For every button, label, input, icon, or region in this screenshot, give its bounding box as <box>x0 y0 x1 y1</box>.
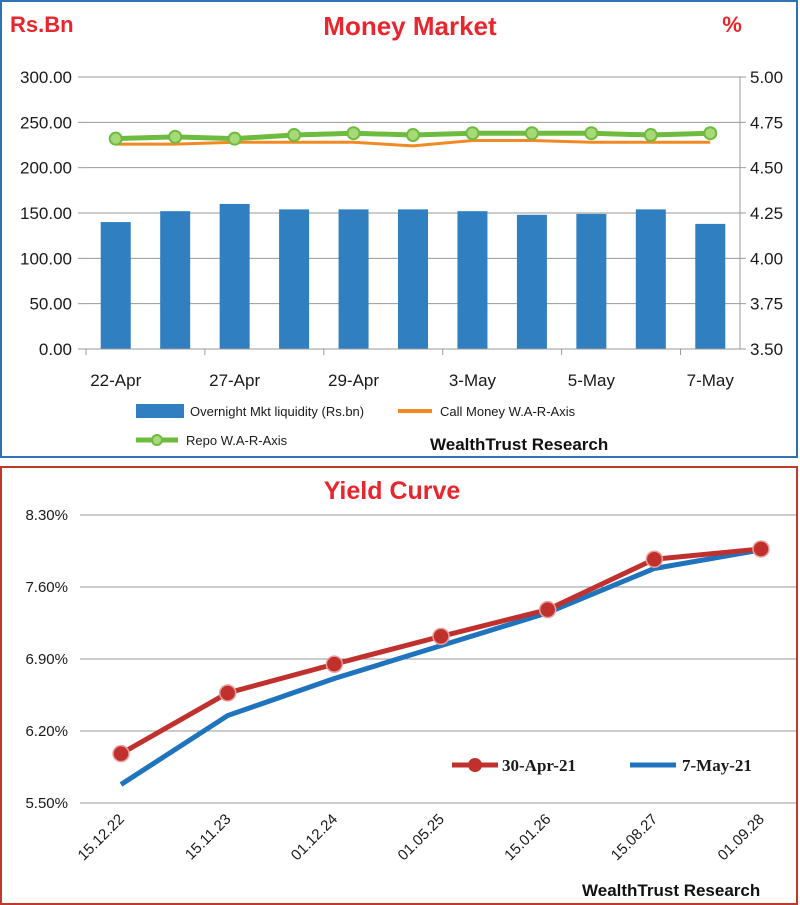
yield-curve-title: Yield Curve <box>324 477 461 505</box>
money-market-panel: Rs.Bn Money Market % 0.00 50.00 100.00 150.… <box>0 0 798 458</box>
x-tick-label: 29-Apr <box>328 371 379 390</box>
apr30-point <box>645 550 664 568</box>
may7-line <box>119 547 762 787</box>
x-tick-label: 5-May <box>568 371 616 390</box>
yield-series <box>112 540 770 787</box>
right-y-axis-ticks: 3.50 3.75 4.00 4.25 4.50 4.75 5.00 <box>750 68 783 359</box>
repo-series <box>108 126 718 146</box>
liquidity-bar <box>160 211 191 349</box>
yield-curve-legend: 30-Apr-21 7-May-21 <box>452 756 752 775</box>
apr30-point <box>538 600 557 619</box>
y-tick-label: 6.20% <box>25 723 68 740</box>
legend-marker-apr30 <box>468 758 482 772</box>
liquidity-bar <box>279 209 310 349</box>
y-right-tick-label: 4.00 <box>750 249 783 268</box>
yield-curve-credit: WealthTrust Research <box>582 881 760 900</box>
right-axis-unit: % <box>722 12 742 37</box>
y-right-tick-label: 3.75 <box>750 295 783 314</box>
liquidity-bar <box>576 213 607 349</box>
repo-point <box>227 131 242 146</box>
y-left-tick-label: 150.00 <box>20 204 72 223</box>
y-right-tick-label: 5.00 <box>750 68 783 87</box>
y-right-tick-label: 3.50 <box>750 340 783 359</box>
money-market-title: Money Market <box>323 11 497 41</box>
yield-curve-chart: Yield Curve 5.50% 6.20% 6.90% 7.60% 8.30% 15… <box>25 477 796 900</box>
y-tick-label: 6.90% <box>25 651 68 668</box>
y-left-tick-label: 0.00 <box>39 340 72 359</box>
liquidity-bar <box>338 209 369 349</box>
y-left-tick-label: 100.00 <box>20 249 72 268</box>
repo-point <box>524 126 539 141</box>
legend-label-may7: 7-May-21 <box>682 756 752 775</box>
money-market-legend: Overnight Mkt liquidity (Rs.bn) Call Mon… <box>136 404 608 454</box>
apr30-point <box>112 744 130 763</box>
legend-label-apr30: 30-Apr-21 <box>502 756 576 775</box>
money-market-credit: WealthTrust Research <box>430 435 608 454</box>
call-money-series <box>115 138 711 148</box>
x-tick-label: 15.11.23 <box>182 811 235 864</box>
y-left-tick-label: 300.00 <box>20 68 72 87</box>
yield-curve-panel: Yield Curve 5.50% 6.20% 6.90% 7.60% 8.30% 15… <box>0 466 798 905</box>
call-money-line <box>115 138 711 148</box>
y-tick-label: 5.50% <box>25 795 68 812</box>
repo-point <box>465 126 480 141</box>
x-axis-ticks: 22-Apr 27-Apr 29-Apr 3-May 5-May 7-May <box>85 348 740 390</box>
liquidity-bar <box>516 214 547 349</box>
y-right-tick-label: 4.75 <box>750 113 783 132</box>
y-right-tick-label: 4.50 <box>750 159 783 178</box>
liquidity-bar <box>398 209 428 349</box>
y-right-tick-label: 4.25 <box>750 204 783 223</box>
x-tick-label: 01.05.25 <box>395 811 448 864</box>
apr30-point <box>325 655 344 673</box>
repo-point <box>287 128 302 143</box>
repo-point <box>346 126 361 141</box>
money-market-chart: Rs.Bn Money Market % 0.00 50.00 100.00 150.… <box>10 11 783 454</box>
liquidity-bars <box>100 203 726 349</box>
y-left-tick-label: 250.00 <box>20 113 72 132</box>
liquidity-bar <box>695 223 726 349</box>
x-tick-label: 15.01.26 <box>501 811 554 864</box>
x-tick-label: 15.12.22 <box>75 811 128 864</box>
x-tick-label: 27-Apr <box>209 371 260 390</box>
legend-marker-repo <box>151 434 163 446</box>
apr30-point <box>752 540 770 558</box>
legend-label-call-money: Call Money W.A-R-Axis <box>440 404 576 419</box>
left-axis-unit: Rs.Bn <box>10 12 74 37</box>
repo-point <box>108 131 123 146</box>
y-tick-label: 8.30% <box>25 507 68 524</box>
apr30-point <box>218 684 237 702</box>
repo-point <box>168 129 183 144</box>
x-tick-label: 01.09.28 <box>715 811 768 864</box>
gridlines <box>80 514 796 804</box>
x-tick-label: 15.08.27 <box>608 811 661 864</box>
x-tick-label: 7-May <box>687 371 735 390</box>
x-tick-label: 22-Apr <box>90 371 141 390</box>
left-y-axis-ticks: 0.00 50.00 100.00 150.00 200.00 250.00 300.00 <box>20 68 72 359</box>
legend-label-repo: Repo W.A-R-Axis <box>186 433 288 448</box>
x-axis-ticks: 15.12.22 15.11.23 01.12.24 01.05.25 15.01.26… <box>75 811 768 864</box>
y-axis-ticks: 5.50% 6.20% 6.90% 7.60% 8.30% <box>25 507 68 812</box>
liquidity-bar <box>457 211 488 349</box>
apr30-point <box>432 627 450 646</box>
liquidity-bar <box>100 222 131 349</box>
x-tick-label: 3-May <box>449 371 497 390</box>
repo-point <box>643 128 658 143</box>
y-left-tick-label: 200.00 <box>20 159 72 178</box>
legend-label-liquidity: Overnight Mkt liquidity (Rs.bn) <box>190 404 364 419</box>
liquidity-bar <box>635 209 666 349</box>
repo-point <box>584 126 599 141</box>
repo-point <box>703 126 718 141</box>
x-tick-label: 01.12.24 <box>288 811 341 864</box>
y-left-tick-label: 50.00 <box>29 295 72 314</box>
liquidity-bar <box>219 203 250 349</box>
repo-point <box>406 128 420 143</box>
legend-swatch-liquidity <box>136 404 184 418</box>
y-tick-label: 7.60% <box>25 579 68 596</box>
